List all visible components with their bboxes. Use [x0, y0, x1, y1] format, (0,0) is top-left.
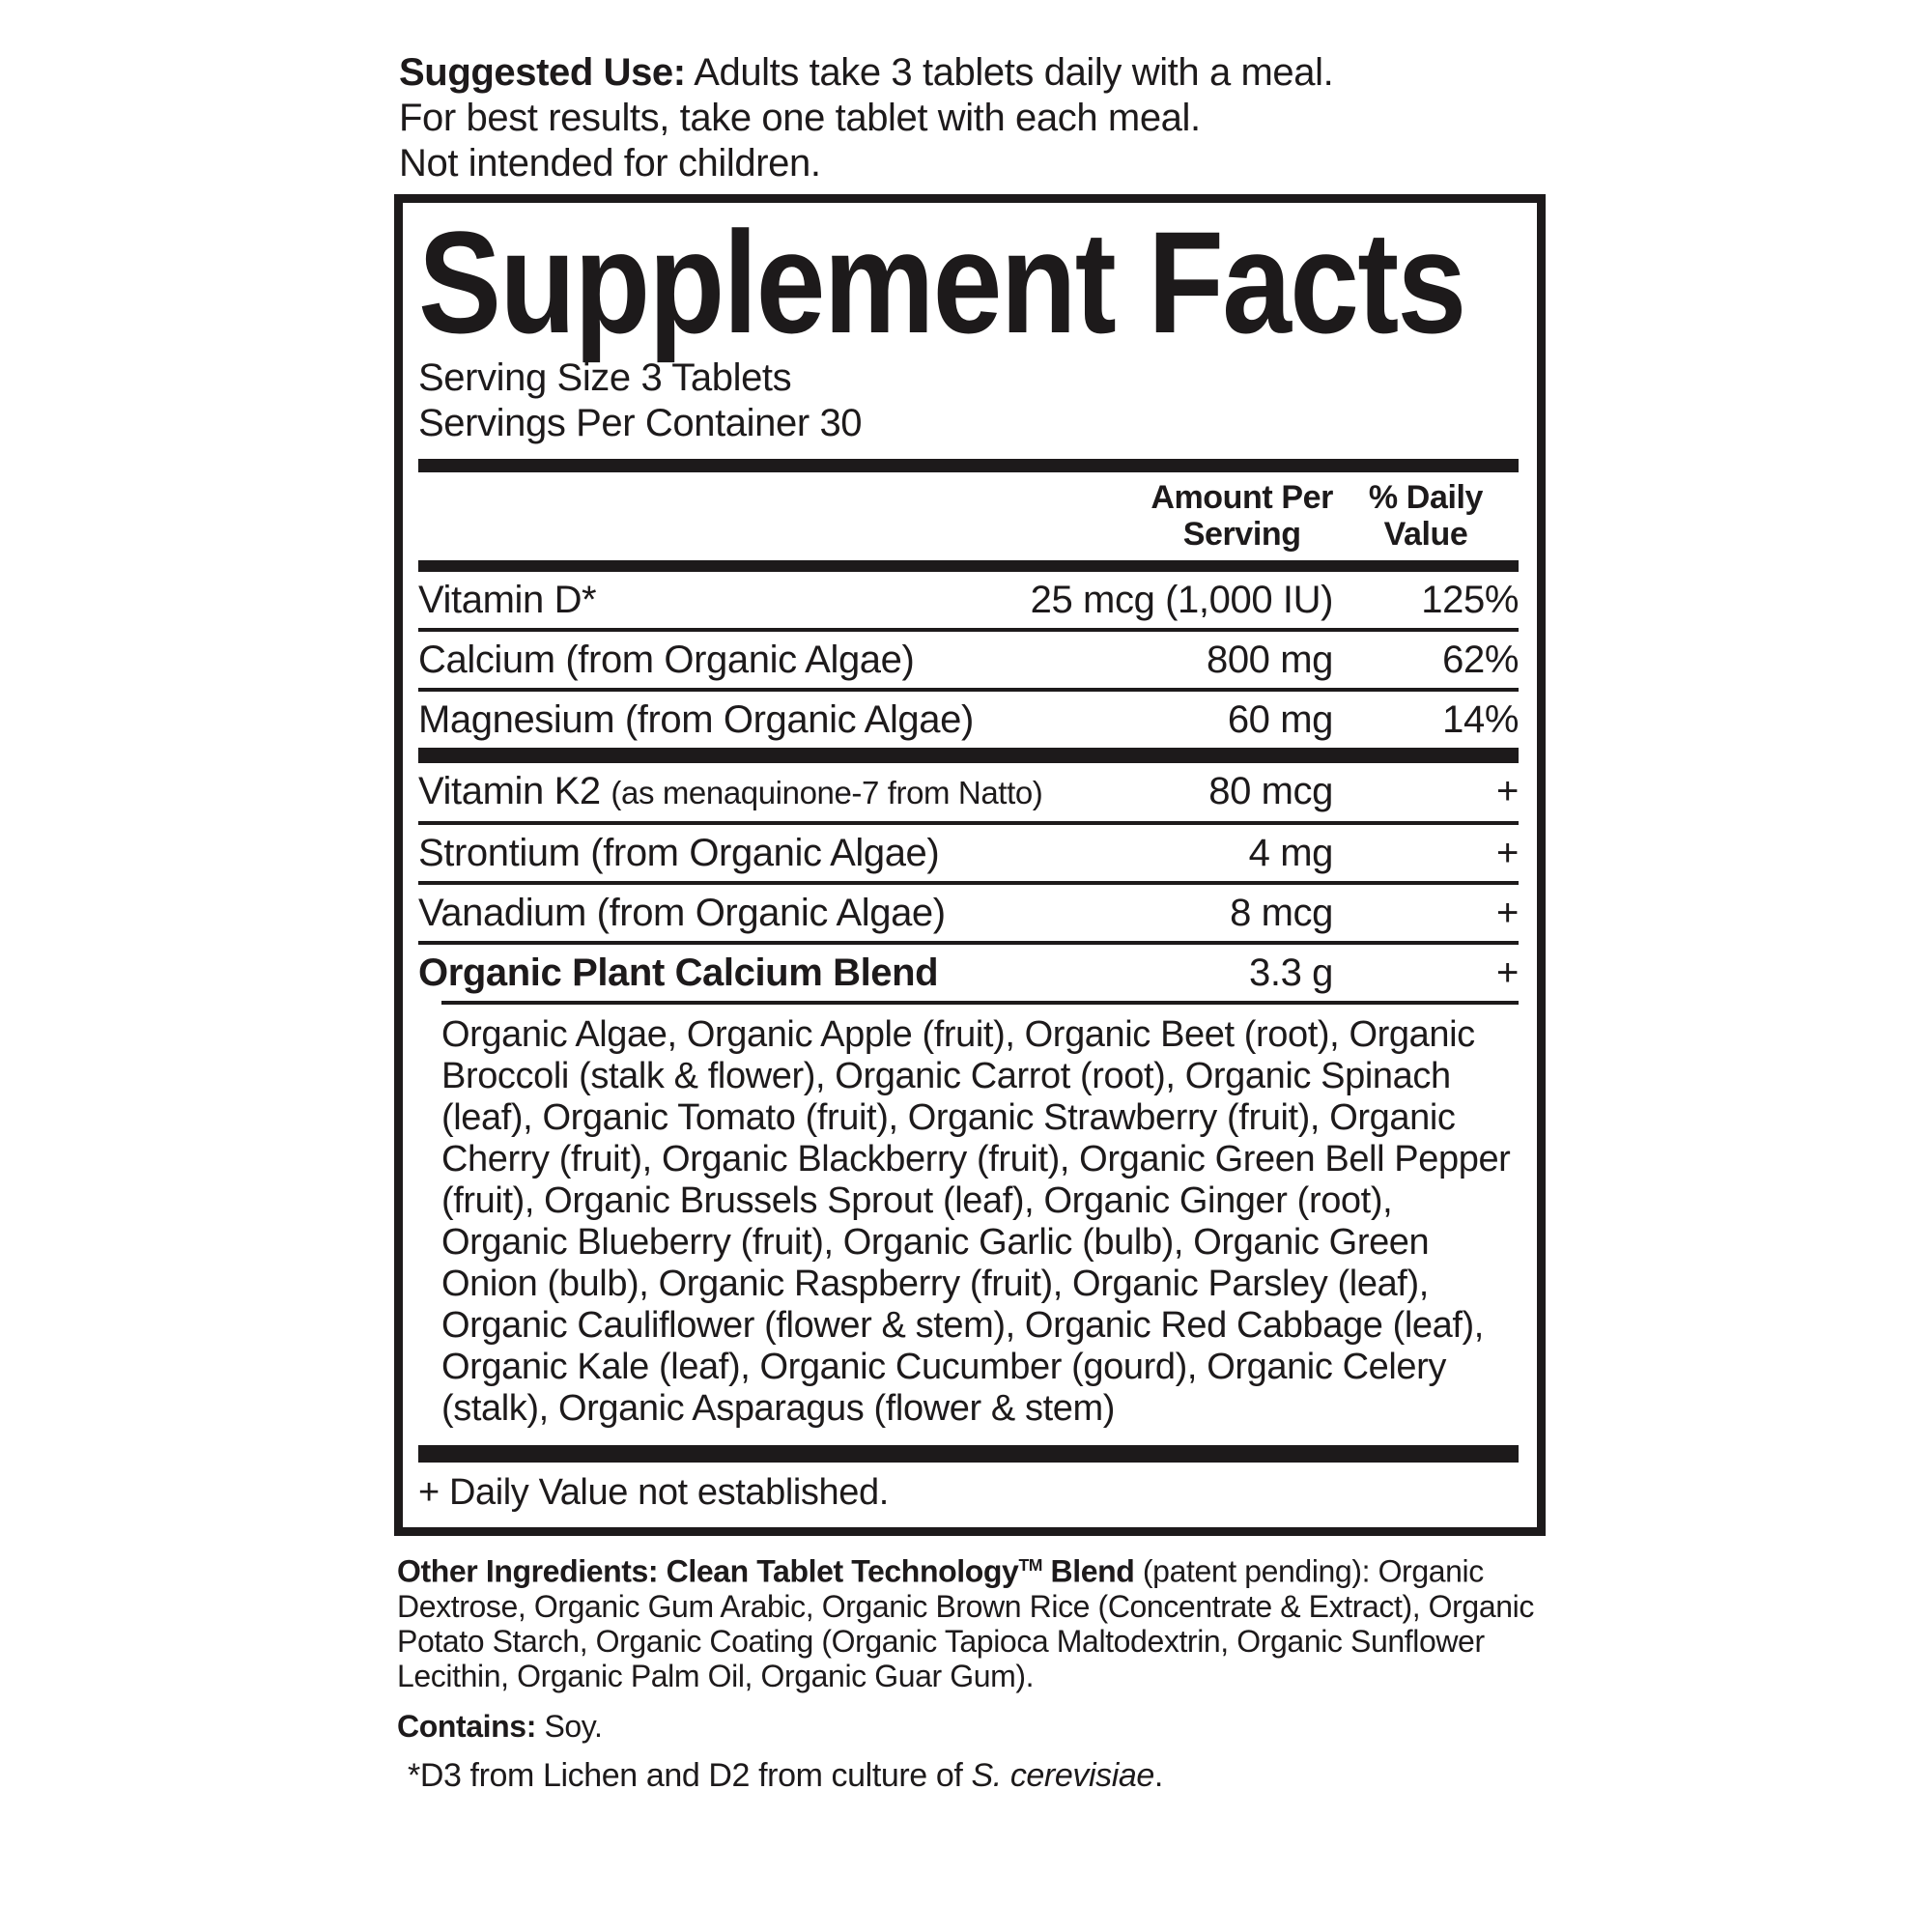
nutrient-amount: 25 mcg (1,000 IU): [1030, 579, 1334, 621]
nutrient-amount: 800 mg: [1206, 639, 1333, 681]
row-separator: [418, 628, 1519, 632]
nutrient-name: Magnesium (from Organic Algae): [418, 698, 974, 741]
nutrient-dv: +: [1496, 832, 1519, 874]
row-vanadium: Vanadium (from Organic Algae) 8 mcg +: [418, 885, 1519, 941]
footnote-period: .: [1153, 1756, 1163, 1794]
contains-block: Contains: Soy.: [397, 1709, 1546, 1744]
nutrient-dv: +: [1496, 892, 1519, 934]
suggested-use-line3: Not intended for children.: [399, 142, 821, 185]
contains-label: Contains:: [397, 1708, 536, 1744]
other-ingredients-block: Other Ingredients: Clean Tablet Technolo…: [397, 1548, 1542, 1693]
row-separator: [418, 881, 1519, 885]
nutrient-name-note: (as menaquinone-7 from Natto): [611, 775, 1043, 810]
row-vitamin-k2: Vitamin K2 (as menaquinone-7 from Natto)…: [418, 763, 1519, 821]
nutrient-dv: 14%: [1442, 698, 1519, 741]
nutrient-name: Strontium (from Organic Algae): [418, 832, 940, 874]
nutrient-dv: +: [1496, 770, 1519, 812]
suggested-use-block: Suggested Use: Adults take 3 tablets dai…: [399, 50, 1546, 186]
supplement-facts-panel: Supplement Facts Serving Size 3 Tablets …: [394, 194, 1546, 1536]
row-separator: [418, 821, 1519, 825]
clean-tablet-technology-name: Clean Tablet Technology: [666, 1553, 1019, 1589]
contains-text: Soy.: [535, 1708, 603, 1744]
section-divider-bar: [418, 748, 1519, 763]
blend-ingredient-list: Organic Algae, Organic Apple (fruit), Or…: [441, 1001, 1519, 1430]
nutrient-dv: 62%: [1442, 639, 1519, 681]
vitamin-d-footnote: *D3 from Lichen and D2 from culture of S…: [408, 1757, 1546, 1794]
nutrient-name-main: Vitamin K2: [418, 770, 601, 812]
daily-value-footnote: + Daily Value not established.: [418, 1472, 889, 1513]
suggested-use-text: Adults take 3 tablets daily with a meal.: [685, 51, 1334, 94]
row-separator: [418, 941, 1519, 945]
trademark-symbol: TM: [1018, 1555, 1043, 1575]
facts-title: Supplement Facts: [418, 201, 1466, 363]
table-header-row: Amount Per Serving % Daily Value: [418, 479, 1519, 553]
other-ingredients-text: (patent pending): Organic Dextrose, Orga…: [397, 1553, 1534, 1693]
nutrient-amount: 80 mcg: [1208, 770, 1333, 812]
nutrient-name: Vitamin K2 (as menaquinone-7 from Natto): [418, 770, 1043, 814]
supplement-label: Suggested Use: Adults take 3 tablets dai…: [394, 50, 1546, 1794]
nutrient-name: Vanadium (from Organic Algae): [418, 892, 946, 934]
servings-per-container: Servings Per Container 30: [418, 402, 863, 444]
nutrient-amount: 8 mcg: [1230, 892, 1333, 934]
nutrient-name: Vitamin D*: [418, 579, 597, 621]
row-separator: [418, 688, 1519, 692]
nutrient-dv: +: [1496, 952, 1519, 994]
species-name: S. cerevisiae: [971, 1756, 1154, 1794]
dv-header-line1: % Daily: [1368, 479, 1484, 516]
amount-header-line1: Amount Per: [1151, 479, 1333, 516]
row-strontium: Strontium (from Organic Algae) 4 mg +: [418, 825, 1519, 881]
row-magnesium: Magnesium (from Organic Algae) 60 mg 14%: [418, 692, 1519, 748]
serving-size: Serving Size 3 Tablets: [418, 356, 792, 399]
row-calcium: Calcium (from Organic Algae) 800 mg 62%: [418, 632, 1519, 688]
amount-header-line2: Serving: [1182, 516, 1301, 553]
header-divider-bar: [418, 560, 1519, 572]
dv-header-line2: Value: [1383, 516, 1468, 553]
daily-value-header: % Daily Value: [1333, 479, 1519, 553]
suggested-use-line1: Suggested Use: Adults take 3 tablets dai…: [399, 50, 1546, 96]
facts-title-row: Supplement Facts: [418, 201, 1519, 363]
row-organic-plant-calcium-blend: Organic Plant Calcium Blend 3.3 g +: [418, 945, 1519, 1001]
nutrient-name: Organic Plant Calcium Blend: [418, 952, 939, 994]
thick-bar-top: [418, 459, 1519, 472]
footnote-text: *D3 from Lichen and D2 from culture of: [408, 1756, 972, 1794]
blend-word: Blend: [1042, 1553, 1143, 1589]
thick-bar-bottom: [418, 1445, 1519, 1463]
nutrient-name: Calcium (from Organic Algae): [418, 639, 915, 681]
nutrient-amount: 3.3 g: [1249, 952, 1333, 994]
amount-per-serving-header: Amount Per Serving: [1151, 479, 1333, 553]
row-vitamin-d: Vitamin D* 25 mcg (1,000 IU) 125%: [418, 572, 1519, 628]
suggested-use-label: Suggested Use:: [399, 51, 686, 94]
other-ingredients-label: Other Ingredients:: [397, 1553, 667, 1589]
nutrient-dv: 125%: [1421, 579, 1519, 621]
nutrient-amount: 4 mg: [1248, 832, 1334, 874]
suggested-use-line2: For best results, take one tablet with e…: [399, 97, 1201, 139]
nutrient-amount: 60 mg: [1227, 698, 1334, 741]
